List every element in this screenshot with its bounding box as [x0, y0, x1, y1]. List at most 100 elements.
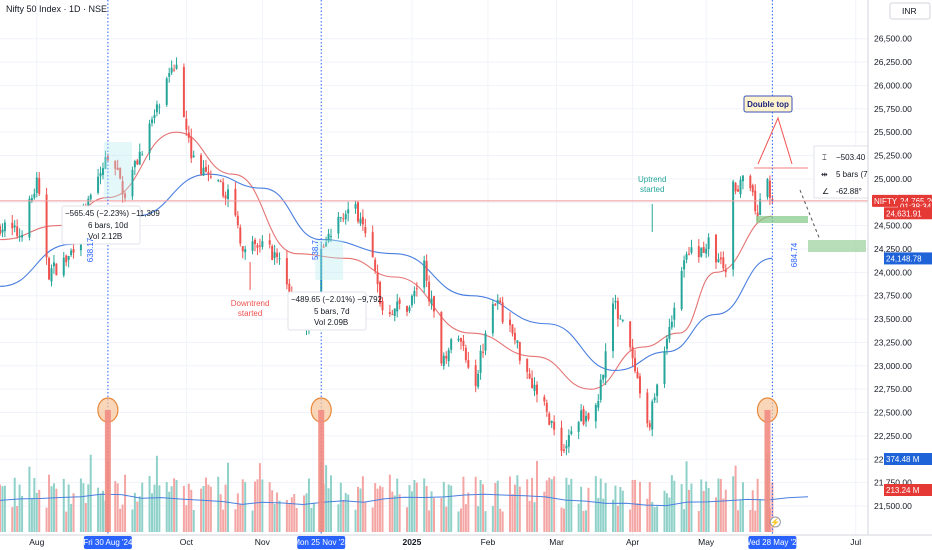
candle-body[interactable]	[320, 248, 323, 309]
candle-body[interactable]	[344, 214, 347, 220]
candle-body[interactable]	[634, 358, 637, 372]
candle-body[interactable]	[450, 339, 453, 350]
candle-body[interactable]	[131, 169, 134, 197]
candle-body[interactable]	[141, 154, 144, 156]
candle-body[interactable]	[244, 249, 247, 253]
candle-body[interactable]	[258, 245, 261, 247]
candle-body[interactable]	[192, 155, 195, 158]
candle-body[interactable]	[236, 215, 239, 226]
candle-body[interactable]	[67, 256, 70, 260]
candle-body[interactable]	[619, 318, 622, 320]
candle-body[interactable]	[182, 66, 185, 118]
candle-body[interactable]	[697, 246, 700, 258]
candle-body[interactable]	[550, 420, 553, 423]
candle-body[interactable]	[705, 248, 708, 254]
candle-body[interactable]	[72, 249, 75, 253]
candle-body[interactable]	[391, 314, 394, 316]
candle-body[interactable]	[261, 241, 264, 247]
candle-body[interactable]	[337, 216, 340, 234]
candle-body[interactable]	[410, 295, 413, 306]
date-marker-tag[interactable]	[748, 536, 797, 549]
candle-body[interactable]	[271, 246, 274, 261]
candle-body[interactable]	[670, 321, 673, 328]
candle-body[interactable]	[516, 340, 519, 343]
candle-body[interactable]	[406, 305, 409, 312]
date-marker-tag[interactable]	[297, 536, 346, 549]
currency-box[interactable]	[889, 2, 931, 20]
candle-body[interactable]	[509, 319, 512, 326]
candle-body[interactable]	[653, 397, 656, 401]
candle-body[interactable]	[611, 303, 614, 352]
candle-body[interactable]	[158, 106, 161, 108]
candle-body[interactable]	[766, 179, 769, 197]
candle-body[interactable]	[276, 252, 279, 257]
candle-body[interactable]	[124, 193, 127, 198]
candle-body[interactable]	[732, 181, 735, 270]
candle-body[interactable]	[570, 431, 573, 434]
candle-body[interactable]	[376, 272, 379, 285]
candle-body[interactable]	[648, 423, 651, 428]
candle-body[interactable]	[702, 247, 705, 253]
candle-body[interactable]	[133, 161, 136, 168]
candle-body[interactable]	[585, 415, 588, 422]
candle-body[interactable]	[354, 204, 357, 209]
candle-body[interactable]	[204, 166, 207, 172]
candle-body[interactable]	[0, 226, 1, 235]
candle-body[interactable]	[1, 229, 4, 233]
candle-body[interactable]	[408, 307, 411, 311]
candle-body[interactable]	[511, 324, 514, 334]
candle-body[interactable]	[256, 245, 259, 248]
candle-body[interactable]	[614, 301, 617, 303]
candle-body[interactable]	[587, 413, 590, 420]
candle-body[interactable]	[190, 136, 193, 159]
candle-body[interactable]	[227, 189, 230, 200]
candle-body[interactable]	[428, 281, 431, 302]
candle-body[interactable]	[202, 167, 205, 176]
candle-body[interactable]	[528, 373, 531, 379]
candle-body[interactable]	[28, 198, 31, 238]
events-icon[interactable]	[769, 516, 781, 528]
candle-body[interactable]	[116, 167, 119, 170]
candle-body[interactable]	[364, 227, 367, 234]
candle-body[interactable]	[756, 212, 759, 217]
candle-body[interactable]	[651, 401, 654, 430]
candle-body[interactable]	[668, 326, 671, 340]
candle-body[interactable]	[423, 260, 426, 288]
candle-body[interactable]	[374, 259, 377, 271]
candle-body[interactable]	[50, 268, 53, 282]
candle-body[interactable]	[594, 405, 597, 422]
candle-body[interactable]	[52, 262, 55, 267]
candle-body[interactable]	[477, 373, 480, 387]
candle-body[interactable]	[447, 350, 450, 362]
candle-body[interactable]	[604, 351, 607, 378]
candle-body[interactable]	[217, 179, 220, 181]
candle-body[interactable]	[518, 342, 521, 361]
candle-body[interactable]	[533, 384, 536, 391]
candle-body[interactable]	[200, 155, 203, 175]
candle-body[interactable]	[288, 283, 291, 295]
candle-body[interactable]	[254, 239, 257, 245]
candle-body[interactable]	[99, 173, 102, 177]
candle-body[interactable]	[396, 301, 399, 312]
candle-body[interactable]	[13, 225, 16, 228]
candle-body[interactable]	[722, 257, 725, 269]
candle-body[interactable]	[35, 177, 38, 193]
candle-body[interactable]	[175, 64, 178, 69]
candle-body[interactable]	[33, 193, 36, 198]
candle-body[interactable]	[330, 235, 333, 237]
candle-body[interactable]	[526, 358, 529, 372]
candle-body[interactable]	[553, 421, 556, 430]
candle-body[interactable]	[155, 104, 158, 113]
measure-range[interactable]	[103, 142, 132, 200]
candle-body[interactable]	[683, 260, 686, 270]
candle-body[interactable]	[580, 410, 583, 421]
candle-body[interactable]	[442, 355, 445, 367]
measure-label[interactable]: −565.45 (−2.23%) −11,309 6 bars, 10d Vol 2…	[61, 205, 160, 245]
candle-body[interactable]	[38, 178, 41, 194]
candle-body[interactable]	[65, 255, 68, 263]
candle-body[interactable]	[464, 347, 467, 361]
candle-body[interactable]	[207, 172, 210, 175]
candle-body[interactable]	[48, 257, 51, 280]
candle-body[interactable]	[638, 376, 641, 394]
candle-body[interactable]	[688, 253, 691, 255]
